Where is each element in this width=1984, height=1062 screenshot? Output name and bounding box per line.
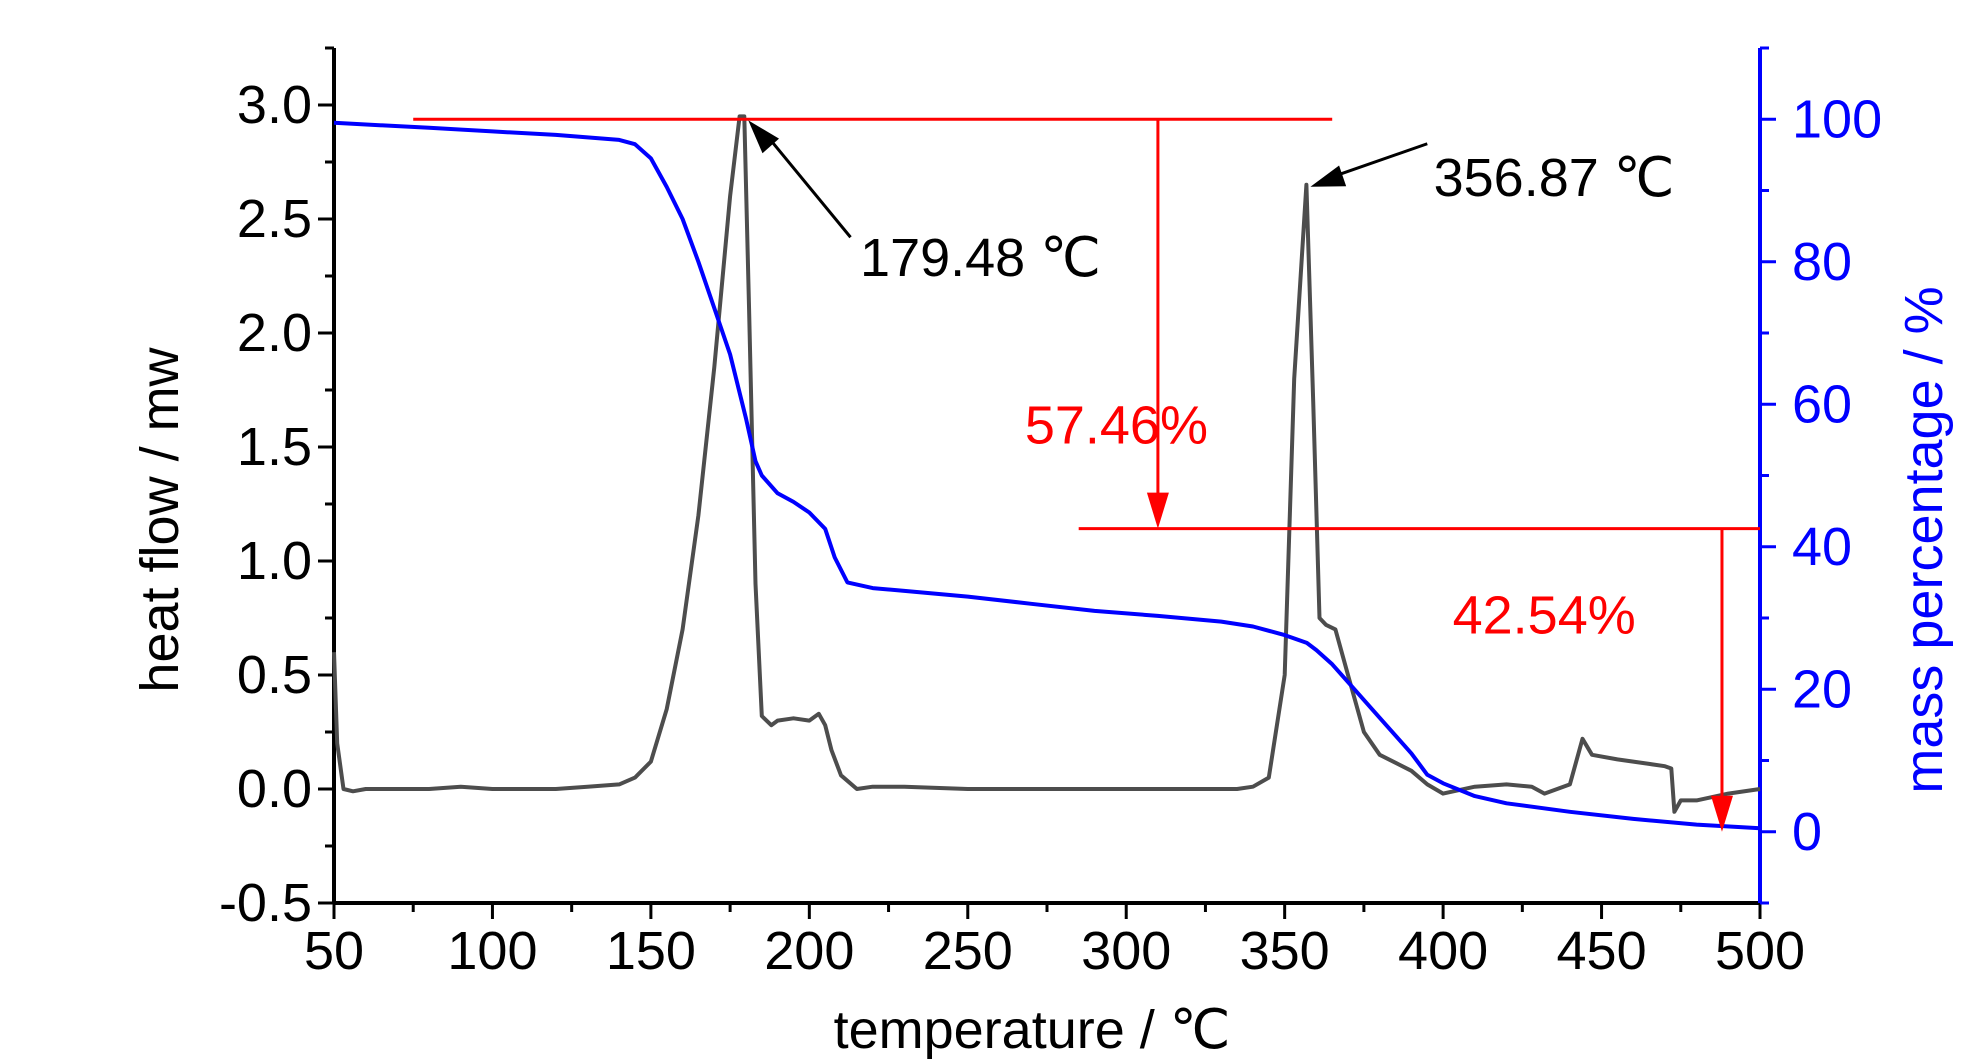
mass-percentage-line — [333, 120, 1761, 831]
mass-loss2-arrow-head — [1710, 795, 1733, 832]
y-right-axis-title: mass percentage / % — [1894, 286, 1954, 793]
peak1-arrow-shaft — [763, 131, 852, 239]
x-tick-label: 450 — [1557, 921, 1647, 981]
mass-loss2-label: 42.54% — [1453, 586, 1636, 646]
y-left-tick-label: 2.0 — [237, 303, 312, 363]
x-tick-label: 300 — [1081, 921, 1171, 981]
x-tick-label: 250 — [923, 921, 1013, 981]
y-left-tick-label: 0.5 — [237, 645, 312, 705]
y-left-tick-label: -0.5 — [219, 873, 312, 933]
mass-loss1-label: 57.46% — [1025, 395, 1208, 455]
mass-loss1-arrow-head — [1146, 492, 1169, 529]
x-axis-ticks: 50 100 150 200 250 300 350 400 450 500 — [304, 903, 1805, 981]
y-left-axis-title: heat flow / mw — [130, 346, 190, 692]
x-tick-label: 400 — [1398, 921, 1488, 981]
y-left-axis-ticks: -0.5 0.0 0.5 1.0 1.5 2.0 2.5 3.0 — [219, 46, 334, 933]
x-tick-label: 350 — [1240, 921, 1330, 981]
peak1-arrow-head — [748, 120, 780, 154]
annotation-layer: 179.48 ℃ 356.87 ℃ 57.46% 42.54% — [413, 117, 1760, 832]
peak2-arrow-head — [1310, 165, 1347, 187]
peak2-arrow-shaft — [1331, 142, 1428, 179]
series-layer — [332, 114, 1761, 831]
x-axis-title: temperature / ℃ — [834, 1000, 1231, 1060]
y-left-tick-label: 3.0 — [237, 75, 312, 135]
x-tick-label: 150 — [606, 921, 696, 981]
y-right-tick-label: 80 — [1792, 232, 1852, 292]
peak2-label: 356.87 ℃ — [1434, 148, 1675, 208]
heat-flow-line — [332, 114, 1761, 814]
x-tick-label: 200 — [764, 921, 854, 981]
y-right-axis-ticks: 0 20 40 60 80 100 — [1760, 46, 1882, 905]
y-left-tick-label: 1.5 — [237, 417, 312, 477]
y-right-tick-label: 60 — [1792, 374, 1852, 434]
peak1-label: 179.48 ℃ — [860, 228, 1101, 288]
x-tick-label: 100 — [447, 921, 537, 981]
y-left-tick-label: 0.0 — [237, 759, 312, 819]
y-right-tick-label: 40 — [1792, 517, 1852, 577]
x-tick-label: 50 — [304, 921, 364, 981]
x-tick-label: 500 — [1715, 921, 1805, 981]
y-right-tick-label: 20 — [1792, 659, 1852, 719]
y-right-tick-label: 100 — [1792, 89, 1882, 149]
y-left-tick-label: 1.0 — [237, 531, 312, 591]
y-right-tick-label: 0 — [1792, 802, 1822, 862]
y-left-tick-label: 2.5 — [237, 189, 312, 249]
